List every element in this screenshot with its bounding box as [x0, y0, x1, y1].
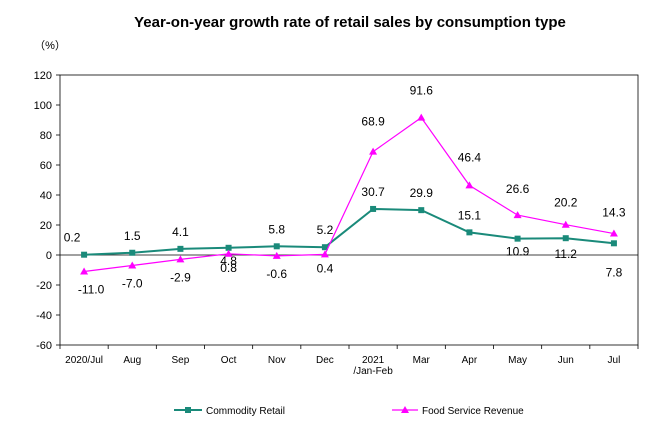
y-tick-label: -20 — [36, 280, 52, 292]
data-label: -11.0 — [78, 283, 105, 297]
legend-marker — [401, 406, 409, 413]
data-point — [513, 211, 522, 219]
data-label: 20.2 — [554, 196, 578, 210]
data-point — [176, 255, 185, 263]
x-tick-label: Dec — [316, 355, 334, 366]
data-label: -2.9 — [170, 270, 191, 284]
data-label: -7.0 — [122, 277, 143, 291]
data-label: 4.8 — [220, 254, 237, 268]
data-point — [273, 243, 280, 250]
x-tick-label: 2021/Jan-Feb — [353, 355, 393, 377]
data-label: 5.8 — [268, 222, 285, 236]
data-point — [177, 245, 184, 252]
x-tick-label: Aug — [123, 355, 141, 366]
data-point — [466, 229, 473, 236]
data-label: 7.8 — [606, 265, 623, 279]
data-point — [321, 244, 328, 251]
data-labels: 0.2 1.5 4.1 4.8 5.8 5.2 30.7 29.9 15.1 10.9 11.2 7.… — [64, 84, 626, 297]
x-tick-label: May — [508, 355, 527, 366]
data-point — [320, 250, 329, 258]
x-tick-label: Jun — [558, 355, 574, 366]
data-label: 10.9 — [506, 245, 530, 259]
x-tick-label: Apr — [462, 355, 478, 366]
data-point — [418, 207, 425, 214]
x-axis: 2020/Jul Aug Sep Oct Nov Dec 2021/Jan-Feb Mar Ap… — [59, 345, 639, 377]
y-tick-label: -60 — [36, 340, 52, 352]
data-point — [81, 251, 88, 258]
legend-marker — [185, 407, 191, 413]
data-point — [417, 113, 426, 121]
series-line-food-service — [84, 116, 615, 273]
x-tick-label: Jul — [608, 355, 621, 366]
data-label: 26.6 — [506, 182, 530, 196]
data-label: 1.5 — [124, 229, 141, 243]
series-line-commodity-retail — [84, 207, 615, 256]
x-tick-label: Sep — [172, 355, 190, 366]
y-axis: -60 -40 -20 0 20 40 60 80 100 120 — [34, 70, 60, 352]
data-label: 0.8 — [220, 261, 237, 275]
data-label: 14.3 — [602, 206, 626, 220]
data-point — [514, 235, 521, 242]
data-point — [562, 235, 569, 242]
plot-area — [59, 74, 639, 346]
data-point — [128, 261, 137, 269]
data-point — [370, 205, 377, 212]
data-label: 91.6 — [410, 84, 434, 98]
data-label: 30.7 — [361, 185, 385, 199]
data-point — [224, 249, 233, 257]
x-tick-label: Mar — [413, 355, 431, 366]
data-point — [272, 251, 281, 259]
y-tick-label: 20 — [40, 220, 52, 232]
data-label: 29.9 — [410, 186, 434, 200]
data-point — [561, 220, 570, 228]
unit-label: （%） — [34, 39, 66, 52]
x-tick-label: Oct — [221, 355, 237, 366]
data-point — [80, 267, 89, 275]
data-label: 5.2 — [317, 223, 334, 237]
data-point — [465, 181, 474, 189]
y-tick-label: 40 — [40, 190, 52, 202]
data-label: 4.1 — [172, 225, 189, 239]
data-point — [610, 240, 617, 247]
legend-label: Commodity Retail — [206, 406, 285, 417]
data-label: 11.2 — [555, 247, 578, 261]
data-label: -0.6 — [266, 267, 287, 281]
y-tick-label: 80 — [40, 130, 52, 142]
data-label: 46.4 — [458, 150, 482, 164]
y-tick-label: 120 — [34, 70, 52, 82]
y-tick-label: 100 — [34, 100, 52, 112]
data-point — [369, 147, 378, 155]
data-point — [129, 249, 136, 256]
x-tick-label: Nov — [268, 355, 286, 366]
legend-label: Food Service Revenue — [422, 406, 524, 417]
data-label: 15.1 — [458, 208, 482, 222]
data-point — [225, 244, 232, 251]
y-tick-label: -40 — [36, 310, 52, 322]
data-label: 0.4 — [317, 261, 334, 275]
chart-title: Year-on-year growth rate of retail sales… — [134, 14, 566, 31]
legend: Commodity Retail Food Service Revenue — [174, 406, 524, 417]
data-label: 0.2 — [64, 231, 81, 245]
y-tick-label: 0 — [46, 250, 52, 262]
data-label: 68.9 — [361, 115, 385, 129]
x-tick-label: 2020/Jul — [65, 355, 103, 366]
data-point — [609, 229, 618, 237]
series-layer — [80, 113, 618, 275]
y-tick-label: 60 — [40, 160, 52, 172]
